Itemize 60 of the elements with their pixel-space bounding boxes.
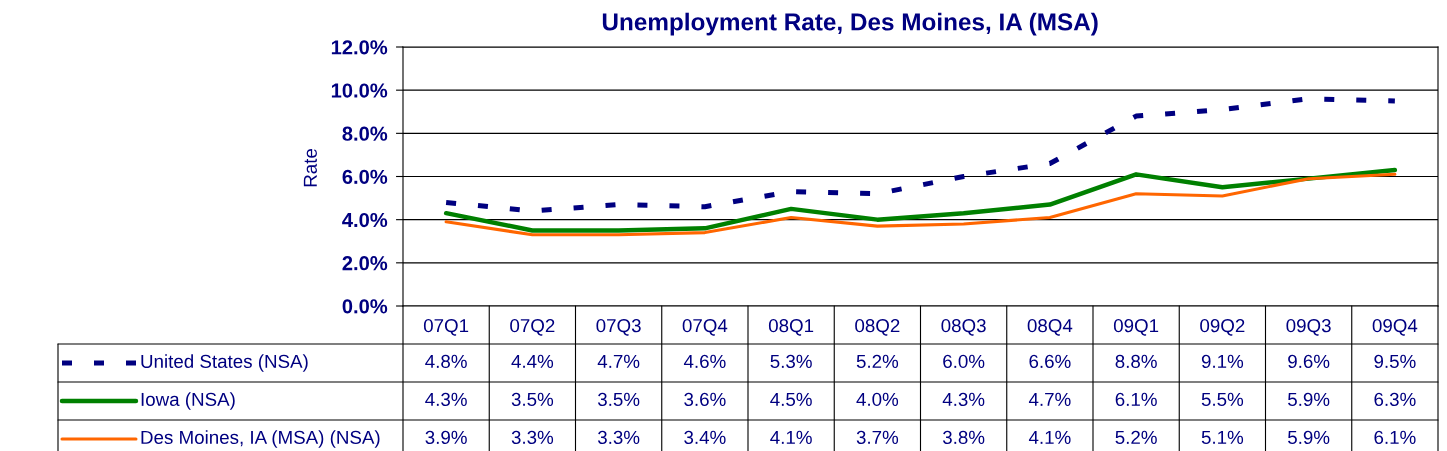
data-label: 3.4% bbox=[684, 430, 726, 445]
data-label: 3.5% bbox=[597, 392, 640, 407]
y-tick-label: 8.0% bbox=[342, 126, 388, 141]
data-label: 3.3% bbox=[597, 430, 640, 445]
y-tick-label: 6.0% bbox=[342, 169, 388, 184]
x-tick-label: 08Q3 bbox=[941, 319, 986, 336]
data-label: 6.6% bbox=[1029, 354, 1071, 369]
x-tick-label: 08Q1 bbox=[768, 319, 814, 336]
data-label: 6.3% bbox=[1374, 392, 1416, 407]
data-label: 9.1% bbox=[1201, 354, 1244, 369]
data-label: 3.7% bbox=[856, 430, 899, 445]
data-label: 5.9% bbox=[1288, 392, 1330, 407]
legend-label: United States (NSA) bbox=[141, 354, 308, 372]
y-tick-label: 10.0% bbox=[331, 83, 388, 98]
x-tick-label: 09Q4 bbox=[1372, 319, 1418, 336]
x-tick-label: 08Q4 bbox=[1027, 319, 1073, 336]
x-tick-label: 08Q2 bbox=[855, 319, 900, 336]
data-label: 9.6% bbox=[1288, 354, 1330, 369]
data-label: 3.6% bbox=[684, 392, 726, 407]
data-label: 9.5% bbox=[1374, 354, 1416, 369]
legend-label: Iowa (NSA) bbox=[141, 392, 235, 410]
data-label: 4.4% bbox=[511, 354, 554, 368]
data-label: 4.6% bbox=[683, 354, 726, 369]
y-tick-label: 2.0% bbox=[342, 256, 388, 271]
data-label: 3.8% bbox=[942, 430, 985, 445]
data-label: 6.1% bbox=[1115, 392, 1157, 407]
data-label: 4.7% bbox=[1028, 392, 1071, 406]
data-label: 5.9% bbox=[1288, 430, 1330, 445]
legend-label: Des Moines, IA (MSA) (NSA) bbox=[141, 430, 380, 448]
y-tick-label: 4.0% bbox=[342, 212, 388, 228]
data-label: 4.3% bbox=[425, 392, 467, 407]
data-label: 5.2% bbox=[856, 354, 899, 369]
data-label: 5.5% bbox=[1201, 392, 1244, 407]
data-label: 8.8% bbox=[1115, 354, 1157, 369]
data-label: 6.0% bbox=[943, 354, 985, 369]
data-label: 4.7% bbox=[597, 354, 640, 368]
data-label: 3.5% bbox=[511, 392, 554, 407]
data-label: 5.1% bbox=[1201, 430, 1244, 445]
x-tick-label: 07Q4 bbox=[682, 319, 728, 336]
data-label: 4.3% bbox=[942, 392, 985, 407]
chart-title: Unemployment Rate, Des Moines, IA (MSA) bbox=[602, 12, 1098, 36]
x-tick-label: 07Q1 bbox=[423, 319, 469, 336]
x-tick-label: 07Q2 bbox=[510, 319, 555, 336]
data-label: 4.5% bbox=[770, 392, 812, 407]
x-tick-label: 09Q3 bbox=[1286, 319, 1331, 336]
x-tick-label: 09Q1 bbox=[1113, 319, 1159, 336]
data-label: 4.0% bbox=[856, 392, 899, 407]
y-tick-label: 12.0% bbox=[331, 40, 388, 55]
data-label: 3.9% bbox=[425, 430, 467, 445]
y-axis-title: Rate bbox=[303, 148, 317, 187]
x-tick-label: 09Q2 bbox=[1200, 319, 1245, 336]
data-label: 4.8% bbox=[425, 354, 467, 369]
y-tick-label: 0.0% bbox=[342, 299, 388, 314]
data-label: 5.2% bbox=[1115, 430, 1157, 445]
x-tick-label: 07Q3 bbox=[596, 319, 641, 336]
data-label: 4.1% bbox=[770, 430, 812, 444]
data-label: 4.1% bbox=[1028, 430, 1071, 444]
data-label: 3.3% bbox=[511, 430, 554, 445]
data-label: 5.3% bbox=[770, 354, 812, 369]
data-label: 6.1% bbox=[1374, 430, 1416, 445]
